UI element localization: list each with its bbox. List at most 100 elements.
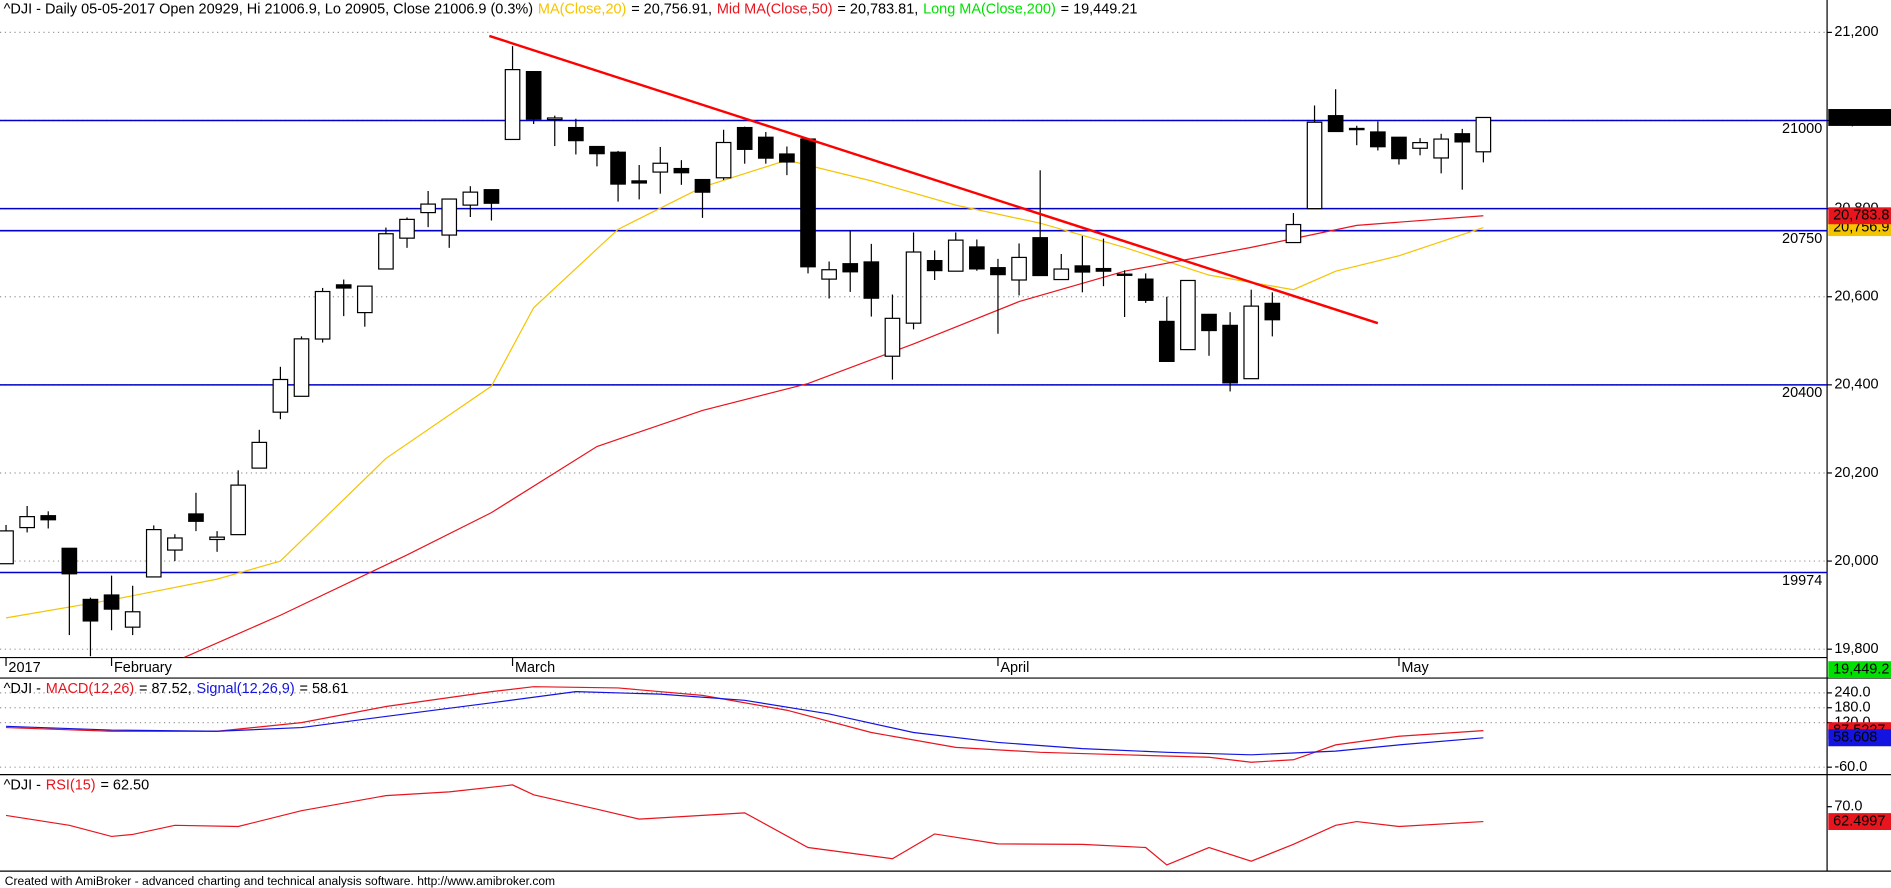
- value-box-label: 58.608: [1833, 730, 1877, 746]
- indicator-line: [6, 691, 1484, 756]
- candle-body: [314, 290, 331, 340]
- header-title: ^DJI -: [4, 777, 42, 793]
- candle-body: [694, 178, 711, 193]
- candle-body: [1137, 278, 1154, 301]
- candle-body: [779, 153, 795, 163]
- candle-body: [610, 151, 626, 185]
- candle-body: [1032, 237, 1049, 277]
- candle-body: [1391, 136, 1407, 160]
- value-box-label: 20,783.8: [1833, 208, 1889, 224]
- candle-body: [1327, 115, 1344, 133]
- candle-body: [969, 246, 985, 270]
- footer: Created with AmiBroker - advanced charti…: [5, 874, 555, 888]
- level-label: 19974: [1782, 573, 1822, 589]
- candle-body: [990, 267, 1006, 276]
- y-tick-label: 240.0: [1834, 685, 1870, 701]
- candle-body: [378, 233, 394, 270]
- candle-body: [272, 378, 289, 413]
- candle-body: [821, 269, 837, 280]
- indicator-line: [6, 686, 1484, 763]
- panel-header: ^DJI - MACD(12,26) = 87.52, Signal(12,26,9)…: [4, 681, 349, 697]
- candle-body: [1370, 131, 1386, 148]
- candle-body: [124, 611, 141, 628]
- panel-header: ^DJI - Daily 05-05-2017 Open 20929, Hi 2…: [4, 1, 1138, 17]
- candle-body: [1475, 116, 1492, 153]
- candle-body: [736, 126, 753, 150]
- y-tick-label: 20,000: [1834, 553, 1878, 569]
- candle-body: [1348, 127, 1365, 131]
- y-tick-label: 21,200: [1834, 24, 1878, 40]
- candle-body: [863, 261, 880, 299]
- candle-body: [1011, 256, 1027, 281]
- legend-value: = 58.61: [299, 681, 348, 697]
- candle-body: [251, 441, 268, 469]
- candle-body: [1285, 223, 1302, 244]
- legend-name: Signal(12,26,9): [197, 681, 295, 697]
- x-tick-label: 2017: [8, 660, 40, 676]
- candle-body: [145, 528, 162, 578]
- candle-body: [1454, 133, 1471, 143]
- x-tick-label: April: [1000, 660, 1029, 676]
- legend-name: MACD(12,26): [46, 681, 134, 697]
- candle-body: [1116, 273, 1133, 276]
- candle-body: [462, 191, 479, 206]
- legend-value: = 62.50: [100, 777, 149, 793]
- legend-value: = 87.52,: [139, 681, 192, 697]
- candle-body: [884, 317, 901, 357]
- plot-area: [0, 31, 1828, 658]
- legend-name: RSI(15): [46, 777, 96, 793]
- level-label: 20400: [1782, 385, 1822, 401]
- x-tick-label: March: [515, 660, 555, 676]
- legend-value: = 19,449.21: [1061, 1, 1138, 17]
- candle-body: [589, 145, 605, 155]
- candle-body: [926, 260, 943, 272]
- candle-body: [525, 71, 542, 120]
- value-box: [1828, 661, 1891, 679]
- value-box-label: 62.4997: [1833, 813, 1885, 829]
- candle-body: [800, 138, 816, 268]
- candle-body: [82, 598, 99, 622]
- candle-body: [399, 218, 415, 239]
- candle-body: [1222, 324, 1238, 384]
- candle-body: [673, 167, 690, 174]
- candle-body: [1180, 279, 1196, 351]
- candle-body: [420, 203, 436, 214]
- value-box-label: 21,006.9: [1833, 109, 1889, 125]
- y-tick-label: 180.0: [1834, 700, 1870, 716]
- y-tick-label: -60.0: [1834, 759, 1867, 775]
- ma-line: [182, 215, 1484, 658]
- candle-body: [1053, 268, 1070, 281]
- trendline: [488, 34, 1379, 325]
- candle-body: [568, 126, 584, 142]
- candle-body: [1264, 302, 1281, 321]
- candle-body: [1306, 121, 1323, 210]
- candle-body: [209, 536, 225, 541]
- candle-body: [188, 513, 204, 522]
- y-tick-label: 70.0: [1834, 799, 1862, 815]
- candle-body: [652, 162, 669, 173]
- candle-body: [1095, 267, 1112, 272]
- header-title: ^DJI -: [4, 681, 42, 697]
- candle-body: [715, 141, 732, 179]
- candle-body: [19, 516, 35, 529]
- candle-body: [631, 180, 648, 184]
- value-box: [1828, 109, 1891, 126]
- candle-body: [230, 484, 247, 536]
- value-box: [1828, 207, 1891, 225]
- candle-body: [103, 594, 120, 610]
- candle-body: [905, 251, 922, 324]
- candle-body: [1074, 265, 1091, 273]
- candle-body: [61, 547, 78, 575]
- header-title: ^DJI - Daily 05-05-2017 Open 20929, Hi 2…: [4, 1, 533, 17]
- candle-body: [441, 198, 458, 236]
- legend-value: = 20,756.91,: [631, 1, 712, 17]
- level-label: 20750: [1782, 231, 1822, 247]
- value-box-label: 19,449.2: [1833, 661, 1889, 677]
- y-tick-label: 20,400: [1834, 377, 1878, 393]
- x-tick-label: May: [1401, 660, 1429, 676]
- y-tick-label: 20,200: [1834, 465, 1878, 481]
- candle-body: [546, 117, 563, 121]
- legend-value: = 20,783.81,: [837, 1, 918, 17]
